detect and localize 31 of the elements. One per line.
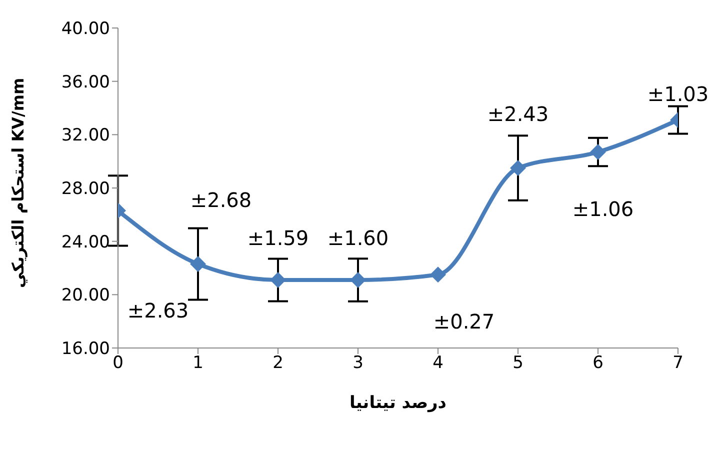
x-tick-label: 3 — [352, 353, 364, 374]
x-tick-label: 1 — [192, 353, 204, 374]
annotation: ±2.43 — [487, 102, 549, 126]
x-tick-label: 2 — [272, 353, 284, 374]
annotation: ±1.60 — [327, 226, 389, 250]
annotation: ±2.68 — [190, 188, 252, 212]
x-tick-label: 0 — [112, 353, 124, 374]
y-tick-label: 28.00 — [61, 179, 110, 200]
x-tick-label: 6 — [592, 353, 604, 374]
y-tick-label: 32.00 — [61, 126, 110, 146]
point — [590, 144, 606, 160]
annotation: ±2.63 — [127, 298, 189, 323]
y-tick-label: 16.00 — [61, 339, 110, 360]
y-tick-label: 36.00 — [61, 72, 110, 92]
annotation: ±1.06 — [572, 197, 634, 221]
x-tick-label: 7 — [672, 353, 684, 374]
y-tick-label: 20.00 — [61, 286, 110, 306]
x-axis-title: درصد تيتانيا — [349, 393, 447, 413]
point — [350, 272, 366, 288]
y-tick-label: 24.00 — [61, 232, 110, 252]
y-tick-label: 40.00 — [61, 19, 110, 40]
annotation: ±0.27 — [433, 310, 495, 334]
point — [510, 160, 526, 176]
point — [190, 256, 206, 272]
point — [270, 272, 286, 288]
point — [430, 266, 446, 283]
x-tick-label: 5 — [512, 353, 524, 374]
annotation: ±1.59 — [247, 226, 309, 250]
y-axis-title: استحكام الكتريكي KV/mm — [8, 78, 28, 288]
x-tick-label: 4 — [432, 353, 444, 374]
annotation: ±1.03 — [647, 82, 709, 106]
